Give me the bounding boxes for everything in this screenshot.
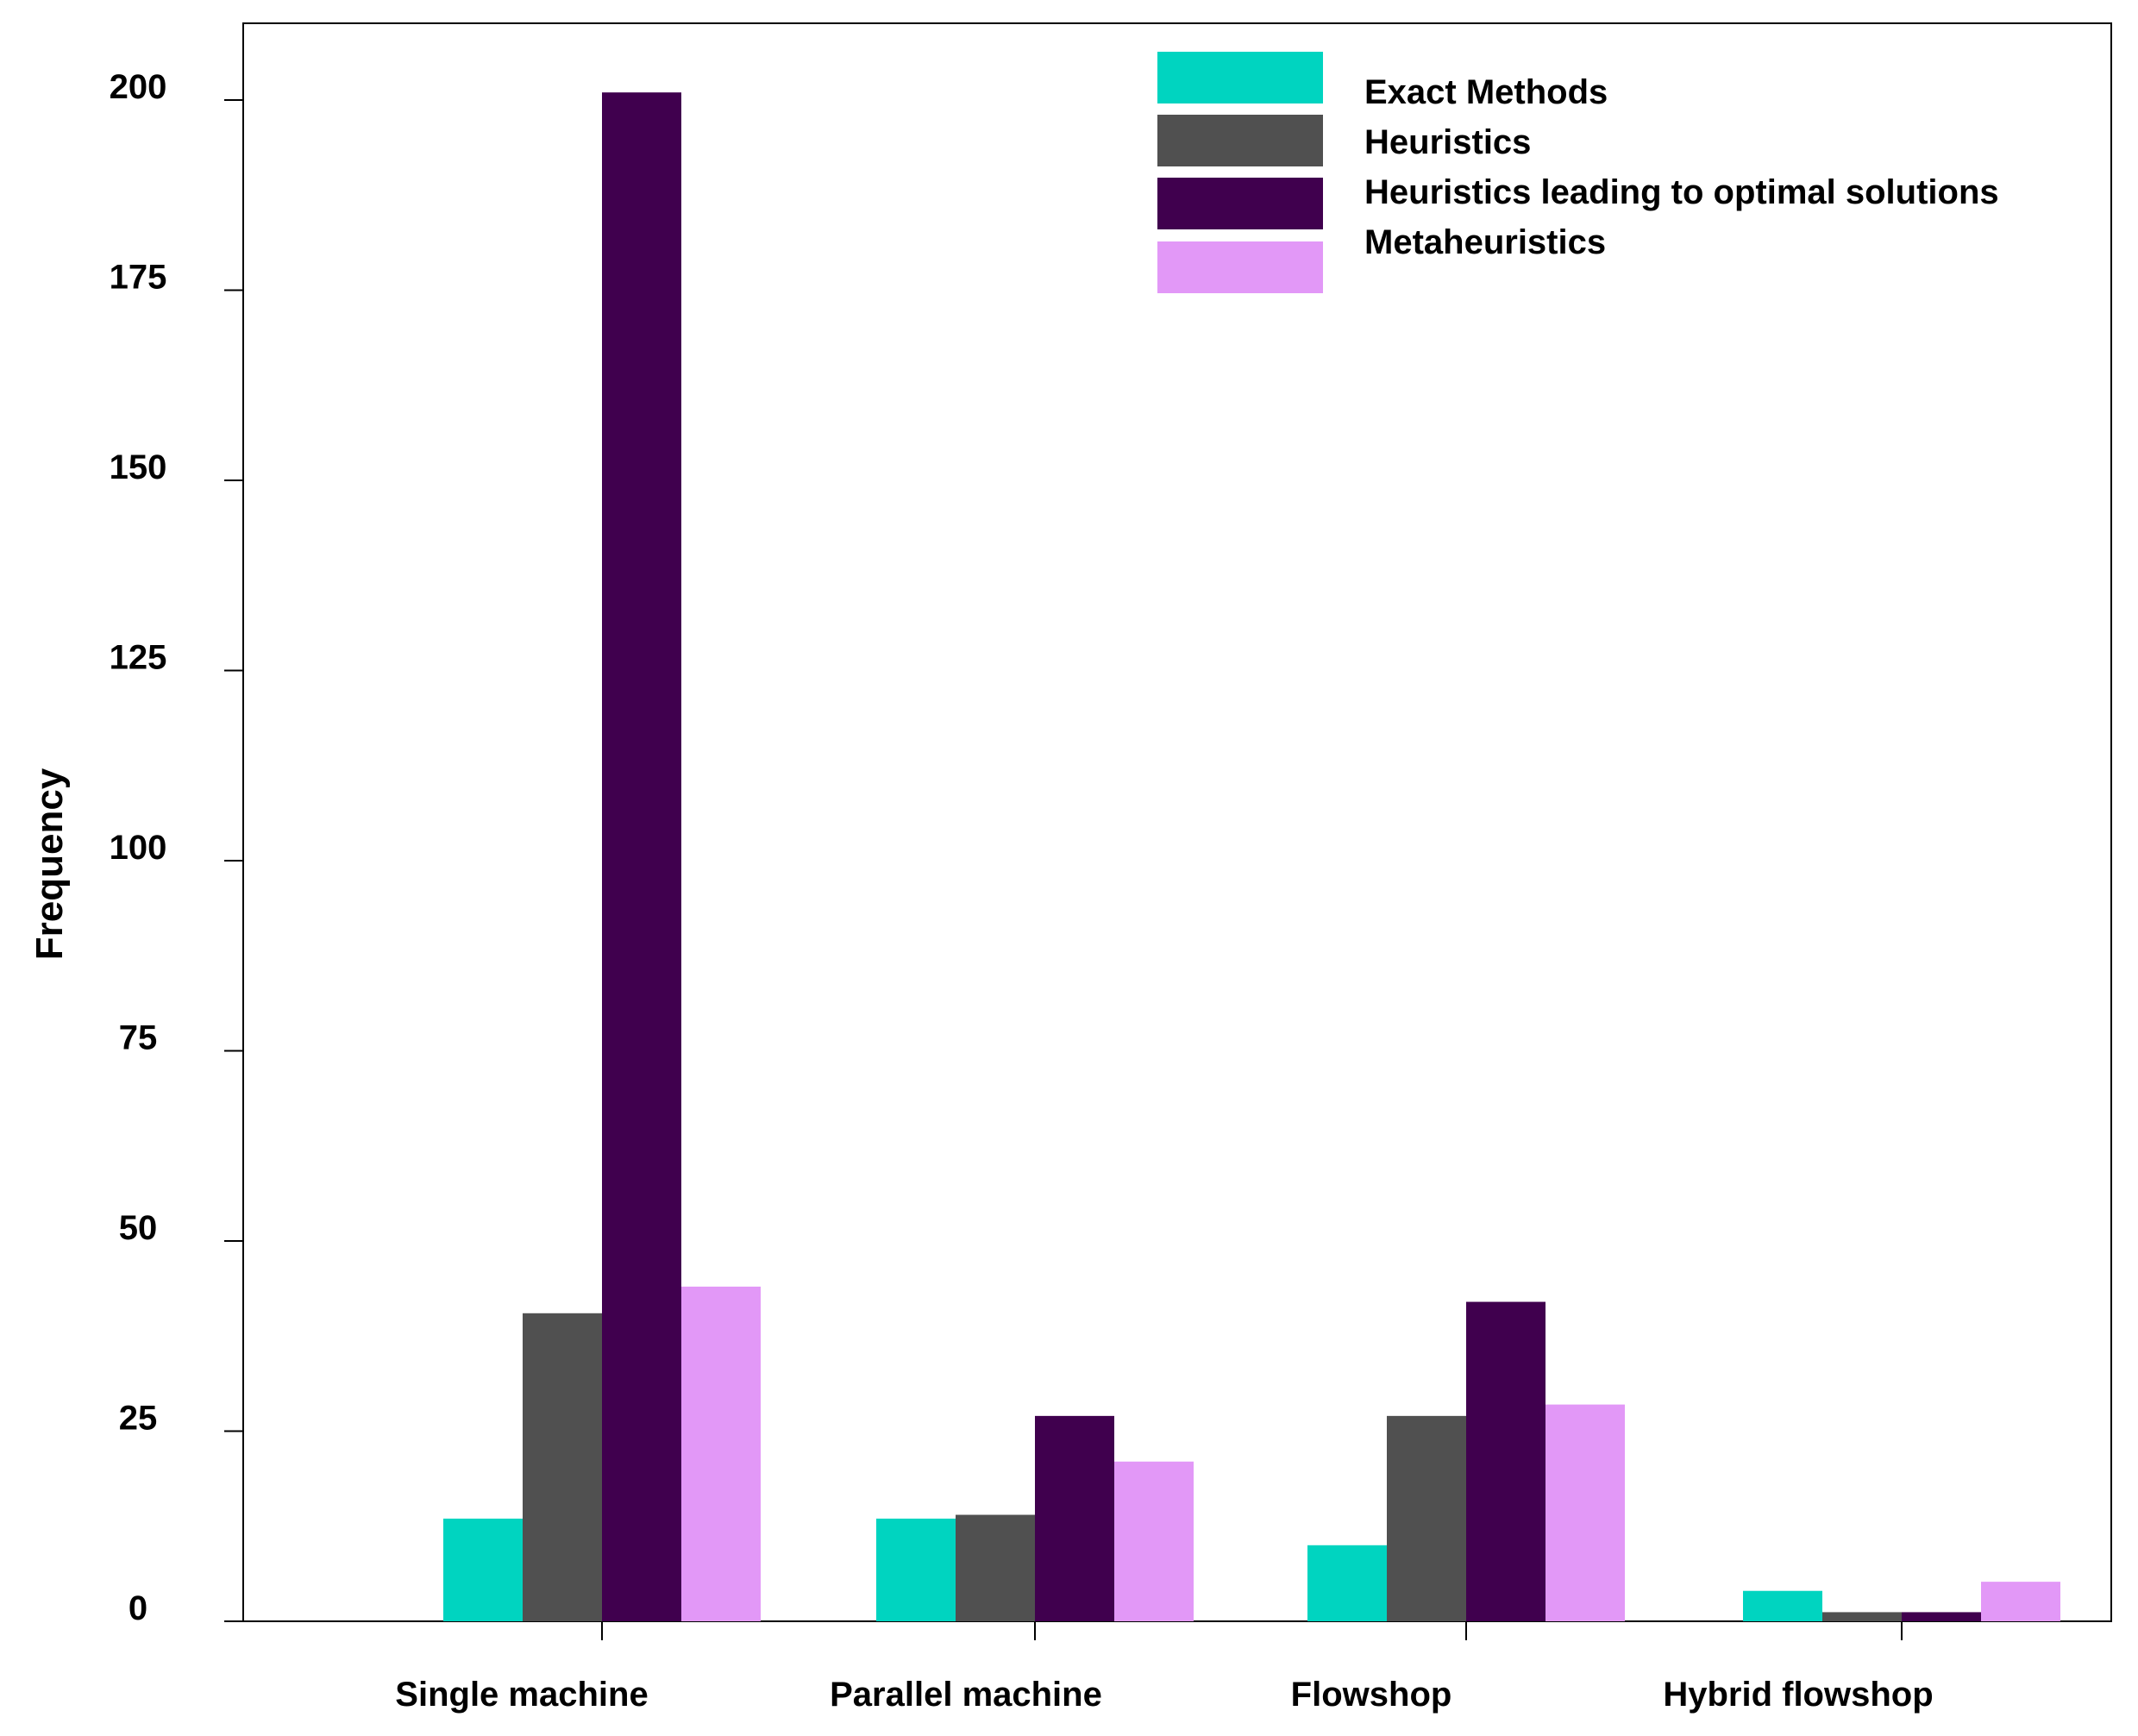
legend-label: Heuristics xyxy=(1364,123,1531,161)
bar-heuristics-0 xyxy=(523,1313,602,1621)
legend-label: Heuristics leading to optimal solutions xyxy=(1364,173,1999,211)
y-tick-label: 175 xyxy=(110,259,167,297)
bar-metaheuristics-2 xyxy=(1546,1404,1625,1621)
bar-exact-methods-1 xyxy=(876,1518,956,1621)
bar-heuristics-leading-to-optimal-solutions-1 xyxy=(1035,1415,1114,1621)
bar-heuristics-leading-to-optimal-solutions-3 xyxy=(1902,1612,1981,1621)
bar-metaheuristics-0 xyxy=(681,1286,761,1621)
y-tick-label: 200 xyxy=(110,68,167,106)
bar-heuristics-3 xyxy=(1822,1612,1902,1621)
legend-swatch xyxy=(1157,178,1323,229)
bar-exact-methods-3 xyxy=(1743,1590,1822,1621)
y-axis-title: Frequency xyxy=(28,768,71,960)
x-category-label: Parallel machine xyxy=(830,1676,1102,1714)
legend-label: Exact Methods xyxy=(1364,73,1608,111)
bar-exact-methods-2 xyxy=(1307,1545,1387,1621)
y-tick-label: 125 xyxy=(110,639,167,677)
bar-metaheuristics-3 xyxy=(1981,1582,2060,1621)
y-tick-label: 50 xyxy=(119,1209,158,1247)
y-tick-label: 75 xyxy=(119,1019,158,1057)
y-axis: 0 25 50 75 100 125 150 175 200 xyxy=(110,68,243,1627)
bar-heuristics-leading-to-optimal-solutions-0 xyxy=(602,92,681,1621)
x-category-label: Flowshop xyxy=(1291,1676,1452,1714)
legend-swatch xyxy=(1157,241,1323,293)
x-axis: Single machine Parallel machine Flowshop Hy… xyxy=(395,1621,1934,1714)
legend-label: Metaheuristics xyxy=(1364,223,1606,261)
bar-metaheuristics-1 xyxy=(1114,1461,1194,1621)
legend-swatch xyxy=(1157,52,1323,103)
x-category-label: Hybrid flowshop xyxy=(1663,1676,1933,1714)
y-tick-label: 0 xyxy=(129,1589,147,1627)
bars xyxy=(443,92,2060,1621)
y-tick-label: 25 xyxy=(119,1400,158,1438)
x-category-label: Single machine xyxy=(395,1676,648,1714)
bar-heuristics-2 xyxy=(1387,1415,1466,1621)
legend-swatch xyxy=(1157,115,1323,166)
legend: Exact Methods Heuristics Heuristics leadin… xyxy=(1157,52,1999,293)
y-tick-label: 150 xyxy=(110,448,167,486)
bar-exact-methods-0 xyxy=(443,1518,523,1621)
bar-heuristics-1 xyxy=(956,1514,1035,1621)
y-tick-label: 100 xyxy=(110,829,167,867)
bar-heuristics-leading-to-optimal-solutions-2 xyxy=(1466,1301,1546,1621)
